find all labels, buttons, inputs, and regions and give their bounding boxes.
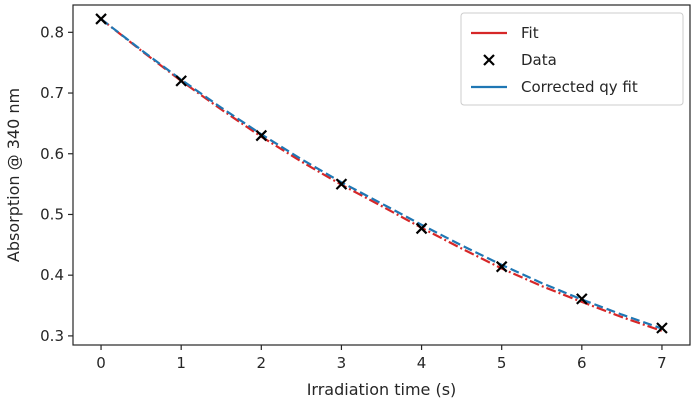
data-point-stroke <box>415 222 428 235</box>
legend-box <box>460 12 684 106</box>
y-tick-label: 0.7 <box>40 84 64 102</box>
data-point-stroke <box>576 293 588 305</box>
x-tick-label: 5 <box>497 354 507 372</box>
y-tick-label: 0.8 <box>40 23 64 41</box>
x-tick-label: 2 <box>257 354 267 372</box>
legend-item: Corrected qy fit <box>471 78 638 96</box>
data-point-stroke <box>95 13 107 25</box>
legend-item: Fit <box>471 24 539 42</box>
x-tick-label: 4 <box>417 354 427 372</box>
axes-layer: 0 1 2 3 4 5 6 7 0.3 0.4 0.5 0.6 0.7 0.8 <box>40 4 691 372</box>
legend: Fit Data Corrected qy fit <box>460 12 684 106</box>
data-point-marker <box>415 222 428 235</box>
legend-label: Corrected qy fit <box>521 78 638 96</box>
data-point-marker <box>95 13 107 25</box>
data-point-marker <box>656 322 668 334</box>
data-point-marker <box>175 75 187 87</box>
data-point-stroke <box>495 260 508 273</box>
data-point-marker <box>576 293 588 305</box>
y-tick-label: 0.4 <box>40 266 64 284</box>
y-axis-label: Absorption @ 340 nm <box>4 88 23 262</box>
x-tick-label: 7 <box>657 354 667 372</box>
data-point-stroke <box>255 129 268 142</box>
data-point-stroke <box>335 178 348 190</box>
data-point-marker <box>255 129 268 142</box>
data-point-marker <box>495 260 508 273</box>
legend-label: Data <box>521 51 557 69</box>
x-tick-label: 6 <box>577 354 587 372</box>
data-point-stroke <box>175 75 187 87</box>
axes-frame <box>72 4 691 346</box>
legend-marker-swatch <box>483 54 495 66</box>
y-tick-label: 0.3 <box>40 327 64 345</box>
x-tick-label: 0 <box>96 354 106 372</box>
y-tick-label: 0.5 <box>40 205 64 223</box>
x-tick-label: 3 <box>337 354 347 372</box>
x-axis-label: Irradiation time (s) <box>307 380 457 399</box>
legend-label: Fit <box>521 24 539 42</box>
y-tick-label: 0.6 <box>40 145 64 163</box>
legend-item: Data <box>483 51 557 69</box>
series-fit <box>100 18 663 333</box>
x-tick-label: 1 <box>176 354 186 372</box>
data-point-stroke <box>656 322 668 334</box>
data-point-marker <box>335 178 348 190</box>
series-data <box>95 13 668 334</box>
series-line-fit <box>100 18 663 333</box>
series-layer <box>95 13 668 334</box>
